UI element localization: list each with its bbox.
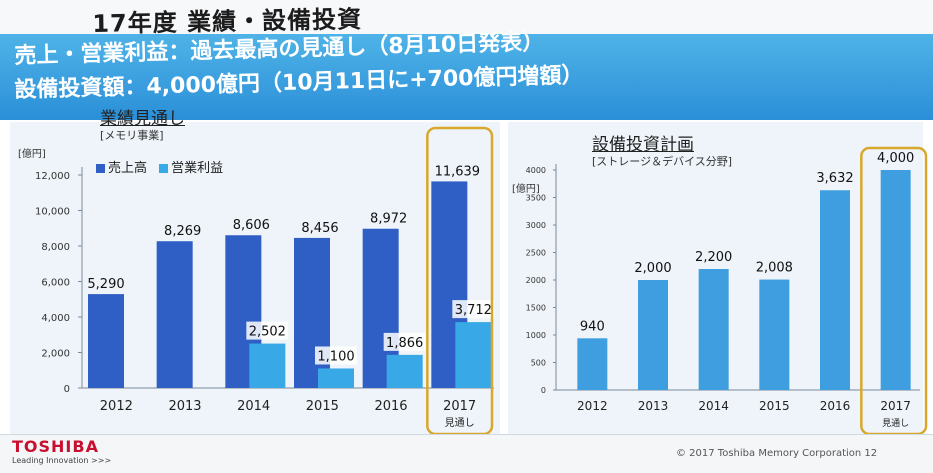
perf-x-tick-label: 2012 [100,399,133,414]
capex-value-label: 940 [580,319,605,334]
perf-profit-value-label: 3,712 [455,303,492,318]
capex-y-tick-label: 4000 [526,166,546,175]
capex-value-label: 2,008 [756,261,793,276]
perf-y-tick-label: 12,000 [35,171,70,182]
legend-sales-label: 売上高 [108,161,148,176]
capex-y-tick-label: 3500 [526,194,546,203]
perf-sales-bar [294,237,330,388]
capex-x-tick-label: 2013 [638,399,669,413]
perf-x-tick-label: 2017 [443,399,476,414]
perf-sales-value-label: 8,606 [233,218,270,233]
summary-banner [0,34,933,120]
copyright-owner: © 2017 Toshiba Memory Corporation [676,448,862,459]
perf-profit-label-bg [452,300,495,319]
capex-x-tick-note: 見通し [882,418,909,429]
perf-sales-value-label: 8,269 [164,224,201,239]
perf-profit-bar [249,343,286,388]
capex-value-label: 3,632 [816,171,853,186]
capex-value-label: 4,000 [877,151,914,166]
perf-sales-value-label: 11,639 [435,164,481,179]
capex-y-tick-label: 2500 [526,249,546,258]
perf-profit-bar [386,354,423,388]
copyright-text: © 2017 Toshiba Memory Corporation 12 [676,448,877,459]
capex-y-tick-label: 2000 [526,276,546,285]
perf-x-tick-note: 見通し [445,417,475,429]
capex-x-tick-label: 2016 [820,399,851,413]
capex-y-tick-label: 1500 [526,304,546,313]
performance-legend: 売上高 営業利益 [92,157,223,176]
page-number: 12 [864,448,878,459]
perf-y-tick-label: 8,000 [41,242,70,253]
perf-profit-value-label: 2,502 [249,325,286,340]
capex-bar [638,280,668,390]
legend-sales-swatch [96,164,105,173]
capex-y-tick-label: 1000 [526,331,546,340]
perf-x-tick-label: 2014 [237,399,270,414]
perf-y-tick-label: 2,000 [41,349,70,360]
legend-profit-swatch [159,164,169,173]
capex-y-tick-label: 0 [541,386,546,395]
perf-profit-label-bg [315,346,357,365]
capex-y-tick-label: 3000 [526,221,546,230]
legend-profit-label: 営業利益 [171,161,224,176]
capex-y-tick-label: 500 [531,359,546,368]
capex-bar [759,279,790,390]
perf-sales-value-label: 8,972 [370,212,407,227]
capex-chart-title: 設備投資計画 [592,135,694,155]
perf-y-tick-label: 4,000 [41,313,70,324]
logo-tagline: Leading Innovation >>> [12,456,112,465]
perf-sales-bar [156,241,193,388]
perf-y-tick-label: 6,000 [41,278,70,289]
capex-bar [698,269,729,390]
perf-profit-bar [455,322,492,388]
perf-profit-value-label: 1,100 [317,349,354,364]
perf-profit-bar [318,368,354,388]
capex-x-tick-label: 2014 [698,399,729,413]
performance-chart-title: 業績見通し [100,109,185,129]
capex-bar [880,170,911,390]
perf-sales-value-label: 5,290 [87,277,124,292]
footer [0,434,933,473]
perf-y-tick-label: 10,000 [35,207,70,218]
perf-x-tick-label: 2015 [306,399,339,414]
perf-sales-bar [88,294,124,388]
capex-chart-subtitle: [ストレージ＆デバイス分野] [592,155,733,168]
capex-x-tick-label: 2015 [759,399,790,413]
perf-profit-label-bg [246,321,289,340]
capex-unit-label: [億円] [512,184,540,195]
capex-bar [820,190,850,390]
capex-x-tick-label: 2012 [577,399,608,413]
capex-value-label: 2,200 [695,250,732,265]
capex-value-label: 2,000 [634,261,671,276]
capex-x-tick-label: 2017 [880,399,911,413]
capex-bar [577,338,608,390]
perf-profit-label-bg [383,332,426,351]
performance-chart-subtitle: [メモリ事業] [100,129,164,142]
perf-sales-value-label: 8,456 [301,221,338,236]
performance-unit-label: [億円] [18,149,46,160]
perf-y-tick-label: 0 [64,384,70,395]
toshiba-logo: TOSHIBA [12,437,99,456]
header-area [0,0,933,40]
perf-x-tick-label: 2016 [374,399,407,414]
perf-profit-value-label: 1,866 [386,336,423,351]
perf-x-tick-label: 2013 [168,399,201,414]
